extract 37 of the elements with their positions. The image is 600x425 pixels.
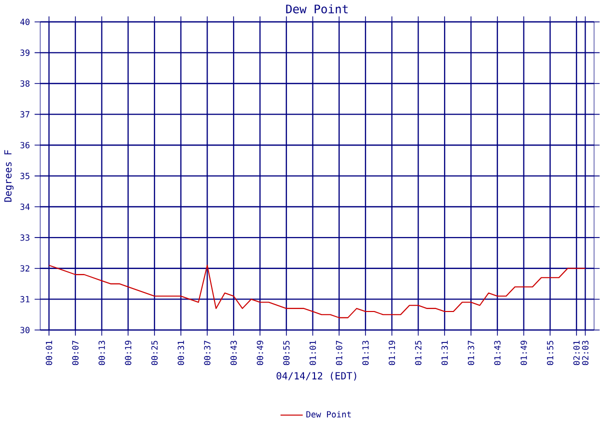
x-tick-label: 00:43 (230, 341, 237, 366)
legend-label: Dew Point (306, 411, 351, 418)
x-tick-label: 00:13 (98, 341, 105, 366)
x-tick-label: 01:43 (494, 341, 501, 366)
y-axis-title: Degrees F (4, 150, 14, 202)
x-tick-label: 02:03 (582, 341, 588, 366)
x-tick-label: 02:01 (573, 340, 580, 366)
x-tick-label: 01:31 (441, 340, 448, 366)
chart-title: Dew Point (286, 4, 348, 14)
x-tick-label: 00:49 (256, 340, 264, 366)
y-tick-label: 35 (20, 172, 30, 180)
x-tick-label: 01:01 (310, 340, 316, 366)
y-tick-label: 36 (20, 142, 30, 149)
x-tick-label: 01:49 (520, 340, 527, 366)
x-tick-label: 00:25 (151, 341, 158, 366)
y-tick-label: 31 (20, 296, 30, 303)
y-tick-label: 32 (20, 265, 30, 272)
y-tick-label: 40 (20, 18, 30, 26)
x-axis-title: 04/14/12 (EDT) (276, 372, 356, 381)
y-tick-label: 39 (20, 50, 30, 56)
x-tick-label: 00:07 (72, 341, 79, 366)
x-tick-label: 00:01 (46, 340, 52, 366)
y-tick-label: 34 (20, 204, 30, 210)
x-tick-label: 01:19 (388, 340, 396, 366)
y-tick-label: 30 (20, 327, 30, 334)
x-tick-label: 00:31 (178, 340, 184, 366)
x-tick-label: 00:55 (283, 341, 290, 366)
x-tick-label: 00:19 (124, 340, 132, 366)
x-tick-label: 01:25 (415, 341, 422, 366)
y-tick-label: 33 (20, 234, 30, 241)
x-tick-label: 01:13 (362, 341, 369, 366)
x-tick-label: 01:55 (546, 341, 554, 366)
x-tick-label: 01:07 (336, 341, 342, 366)
x-tick-label: 00:37 (204, 341, 210, 366)
x-tick-label: 01:37 (468, 341, 474, 366)
y-tick-label: 37 (20, 111, 30, 118)
y-tick-label: 38 (20, 80, 30, 87)
